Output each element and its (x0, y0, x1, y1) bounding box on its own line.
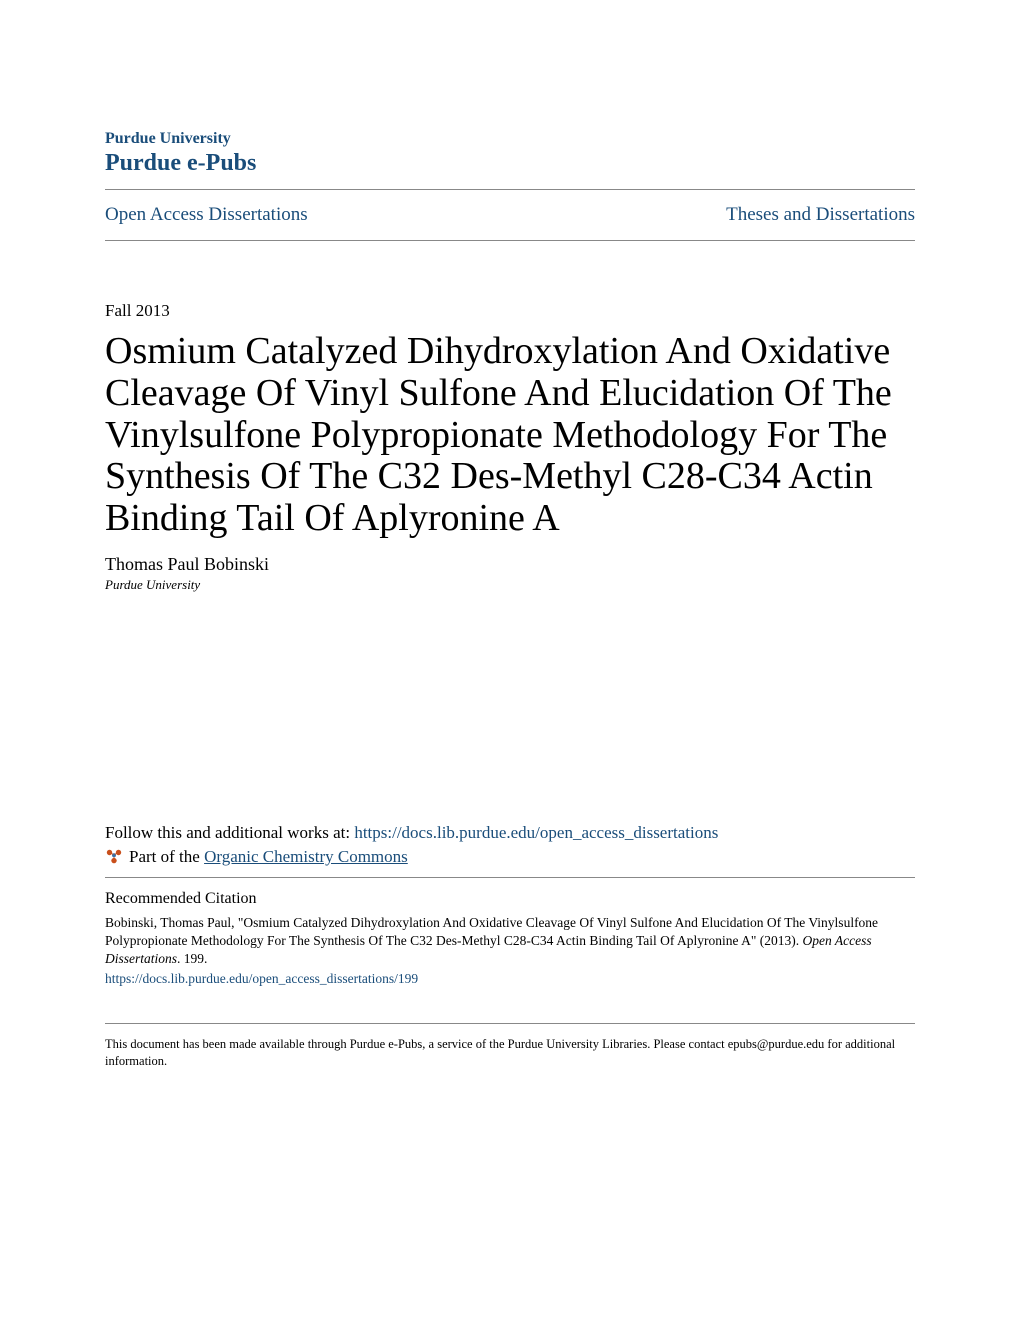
commons-link[interactable]: Organic Chemistry Commons (204, 847, 408, 866)
author-affiliation: Purdue University (105, 577, 915, 593)
breadcrumb-nav: Open Access Dissertations Theses and Dis… (105, 190, 915, 240)
part-of-line: Part of the Organic Chemistry Commons (105, 847, 915, 867)
citation-body: Bobinski, Thomas Paul, "Osmium Catalyzed… (105, 915, 878, 948)
divider-under-nav (105, 240, 915, 241)
citation-url[interactable]: https://docs.lib.purdue.edu/open_access_… (105, 971, 915, 987)
network-icon (105, 848, 123, 866)
collection-link[interactable]: Open Access Dissertations (105, 204, 308, 226)
follow-link[interactable]: https://docs.lib.purdue.edu/open_access_… (354, 823, 718, 842)
citation-heading: Recommended Citation (105, 890, 915, 908)
citation-suffix: . 199. (177, 951, 207, 966)
divider-footer (105, 1023, 915, 1024)
follow-prefix: Follow this and additional works at: (105, 823, 354, 842)
parent-collection-link[interactable]: Theses and Dissertations (726, 204, 915, 226)
page-title: Osmium Catalyzed Dihydroxylation And Oxi… (105, 331, 915, 540)
part-of-prefix: Part of the (129, 847, 204, 866)
divider-citation-top (105, 877, 915, 878)
institution-name: Purdue University (105, 130, 915, 148)
publication-date: Fall 2013 (105, 301, 915, 321)
footer-disclaimer: This document has been made available th… (105, 1036, 915, 1070)
author-name: Thomas Paul Bobinski (105, 554, 915, 575)
repository-name[interactable]: Purdue e-Pubs (105, 150, 915, 177)
citation-text: Bobinski, Thomas Paul, "Osmium Catalyzed… (105, 914, 915, 969)
follow-line: Follow this and additional works at: htt… (105, 823, 915, 843)
